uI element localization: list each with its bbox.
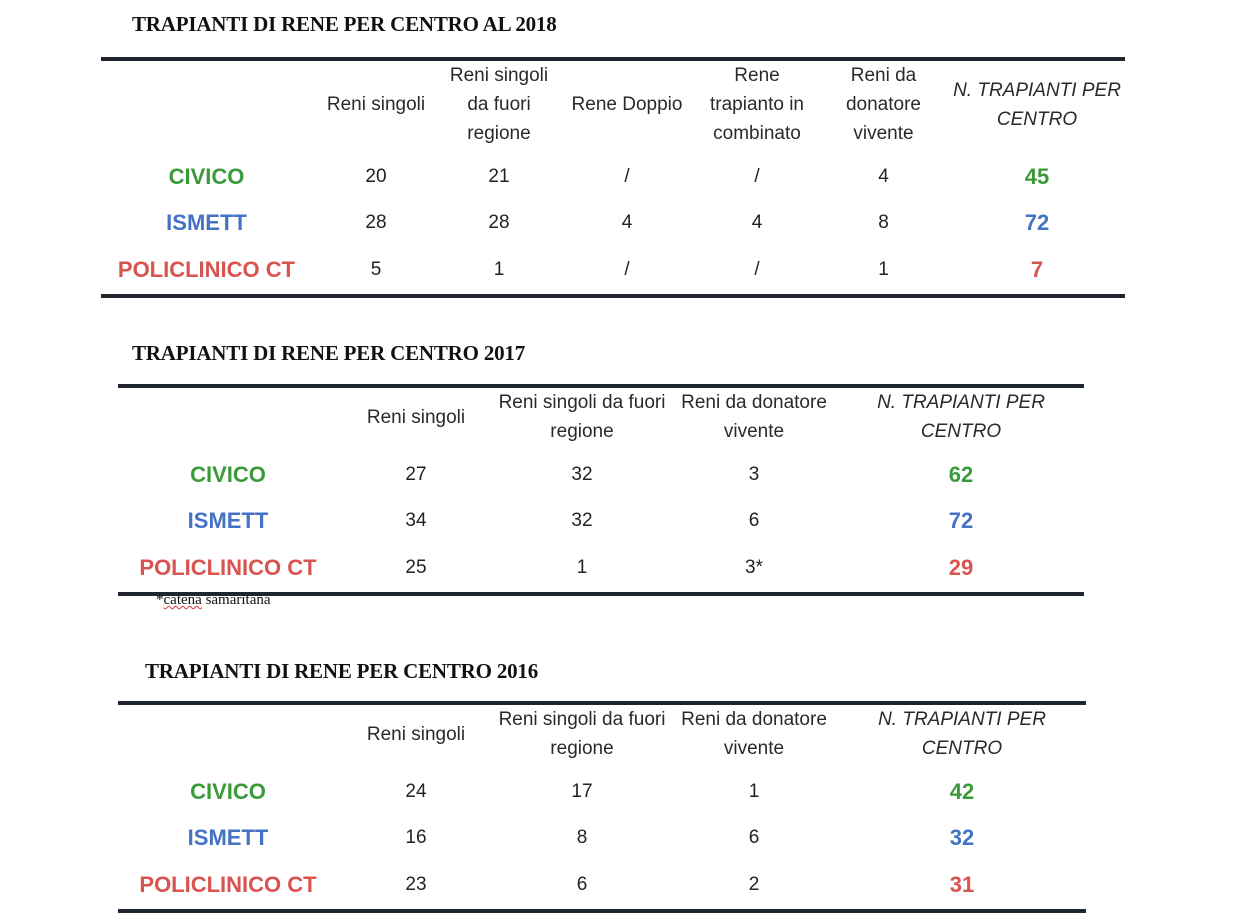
table-row: CIVICO 24 17 1 42 <box>118 769 1086 815</box>
cell: 8 <box>576 827 588 848</box>
cell: 28 <box>488 212 510 233</box>
footnote-rest: samaritana <box>201 592 271 608</box>
cell: 4 <box>878 166 889 187</box>
total-cell: 42 <box>949 779 975 804</box>
center-name: POLICLINICO CT <box>118 861 338 913</box>
cell: 8 <box>878 212 889 233</box>
header-rene-combinato: Rene trapianto in combinato <box>709 65 804 144</box>
header-reni-fuori-regione: Reni singoli da fuori regione <box>498 392 666 442</box>
transplant-table-2018: Reni singoli Reni singoli da fuori regio… <box>101 57 1125 298</box>
cell: 1 <box>494 544 670 596</box>
header-total: N. TRAPIANTI PER CENTRO <box>877 392 1045 442</box>
transplant-table-2017: Reni singoli Reni singoli da fuori regio… <box>118 384 1084 596</box>
cell: 34 <box>405 510 427 531</box>
header-row: Reni singoli Reni singoli da fuori regio… <box>101 61 1125 154</box>
cell: 23 <box>338 861 494 913</box>
cell: / <box>624 166 630 187</box>
table-row: POLICLINICO CT 25 1 3* 29 <box>118 544 1084 596</box>
header-donatore-vivente: Reni da donatore vivente <box>681 392 827 442</box>
section-title-2018: TRAPIANTI DI RENE PER CENTRO AL 2018 <box>132 12 557 36</box>
header-center <box>101 61 312 154</box>
header-reni-singoli: Reni singoli <box>366 723 466 745</box>
cell: 28 <box>365 212 387 233</box>
header-row: Reni singoli Reni singoli da fuori regio… <box>118 705 1086 769</box>
total-cell: 45 <box>1024 164 1050 189</box>
center-name: ISMETT <box>187 508 269 533</box>
transplant-table-2016: Reni singoli Reni singoli da fuori regio… <box>118 701 1086 913</box>
cell: 4 <box>621 212 633 233</box>
cell: 2 <box>670 861 838 913</box>
header-center <box>118 705 338 769</box>
cell: 3 <box>748 464 760 485</box>
table-row: ISMETT 28 28 4 4 8 72 <box>101 200 1125 246</box>
header-total: N. TRAPIANTI PER CENTRO <box>953 79 1121 130</box>
total-cell: 62 <box>948 462 974 487</box>
total-cell: 72 <box>1024 210 1050 235</box>
footnote-marker: * <box>156 592 164 608</box>
header-center <box>118 388 338 452</box>
table-row: CIVICO 20 21 / / 4 45 <box>101 154 1125 200</box>
section-title-2016: TRAPIANTI DI RENE PER CENTRO 2016 <box>145 659 539 683</box>
cell: 24 <box>405 781 427 802</box>
cell: / <box>558 246 696 298</box>
cell: / <box>754 166 760 187</box>
header-reni-fuori-regione: Reni singoli da fuori regione <box>449 65 549 144</box>
table-row: ISMETT 34 32 6 72 <box>118 498 1084 544</box>
cell: 21 <box>488 166 510 187</box>
header-reni-singoli: Reni singoli <box>326 94 426 115</box>
table-row: POLICLINICO CT 23 6 2 31 <box>118 861 1086 913</box>
cell: 1 <box>440 246 558 298</box>
cell: 25 <box>338 544 494 596</box>
cell: 32 <box>571 464 593 485</box>
cell: 6 <box>748 827 760 848</box>
cell: 20 <box>365 166 387 187</box>
footnote-word: catena <box>163 592 202 608</box>
table-row: ISMETT 16 8 6 32 <box>118 815 1086 861</box>
cell: 6 <box>494 861 670 913</box>
footnote: *catena samaritana <box>156 592 271 609</box>
cell: 3* <box>670 544 838 596</box>
center-name: ISMETT <box>166 210 247 235</box>
cell: 32 <box>571 510 593 531</box>
center-name: CIVICO <box>190 779 266 804</box>
cell: 4 <box>751 212 763 233</box>
header-reni-singoli: Reni singoli <box>366 406 466 428</box>
header-rene-doppio: Rene Doppio <box>571 94 683 115</box>
center-name: CIVICO <box>168 164 245 189</box>
header-total: N. TRAPIANTI PER CENTRO <box>878 709 1046 759</box>
total-cell: 32 <box>949 825 975 850</box>
cell: 17 <box>571 781 593 802</box>
center-name: POLICLINICO CT <box>118 544 338 596</box>
total-cell: 72 <box>948 508 974 533</box>
header-reni-fuori-regione: Reni singoli da fuori regione <box>498 709 666 759</box>
total-cell: 31 <box>838 861 1086 913</box>
section-title-2017: TRAPIANTI DI RENE PER CENTRO 2017 <box>132 341 526 365</box>
header-donatore-vivente: Reni da donatore vivente <box>845 65 921 144</box>
header-row: Reni singoli Reni singoli da fuori regio… <box>118 388 1084 452</box>
table-row: POLICLINICO CT 5 1 / / 1 7 <box>101 246 1125 298</box>
center-name: POLICLINICO CT <box>101 246 312 298</box>
cell: 1 <box>748 781 760 802</box>
total-cell: 7 <box>949 246 1125 298</box>
header-donatore-vivente: Reni da donatore vivente <box>681 709 827 759</box>
cell: 1 <box>818 246 949 298</box>
cell: / <box>696 246 818 298</box>
cell: 5 <box>312 246 440 298</box>
center-name: CIVICO <box>190 462 266 487</box>
cell: 27 <box>405 464 427 485</box>
center-name: ISMETT <box>187 825 269 850</box>
cell: 6 <box>748 510 760 531</box>
table-row: CIVICO 27 32 3 62 <box>118 452 1084 498</box>
total-cell: 29 <box>838 544 1084 596</box>
cell: 16 <box>405 827 427 848</box>
